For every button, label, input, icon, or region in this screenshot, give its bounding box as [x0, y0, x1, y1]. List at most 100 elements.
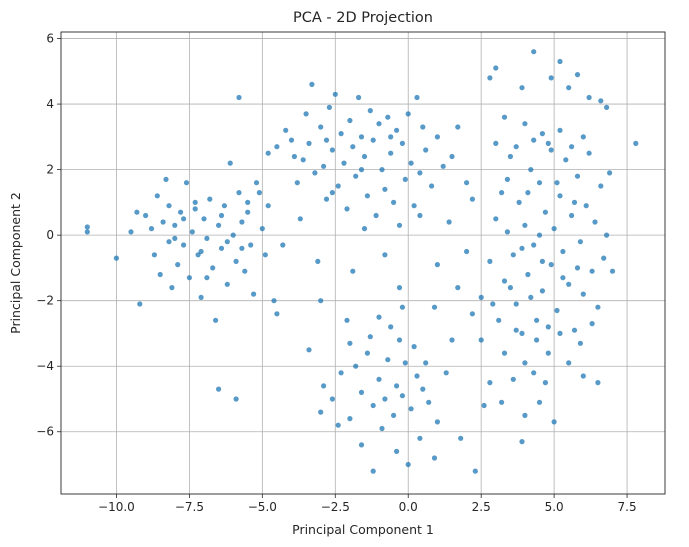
data-point [560, 275, 566, 281]
data-point [604, 232, 610, 238]
data-point [175, 262, 181, 268]
data-point [510, 376, 516, 382]
data-point [245, 209, 251, 215]
data-point [186, 275, 192, 281]
data-point [434, 262, 440, 268]
data-point [536, 232, 543, 238]
data-point [414, 373, 420, 379]
data-point [166, 203, 172, 209]
data-point [224, 281, 230, 287]
data-point [583, 203, 589, 209]
data-point [411, 203, 417, 209]
data-point [166, 239, 172, 245]
data-point [379, 425, 385, 432]
data-point [373, 212, 379, 219]
data-point [376, 314, 382, 320]
data-point [181, 216, 187, 222]
data-point [358, 389, 365, 395]
data-point [417, 212, 423, 219]
data-point [341, 160, 347, 166]
x-tick-label: 0.0 [399, 500, 418, 514]
data-point [601, 255, 607, 261]
data-point [519, 245, 525, 251]
data-point [113, 255, 119, 261]
data-point [399, 140, 405, 146]
data-point [633, 140, 639, 146]
y-tick-label: −4 [36, 359, 54, 373]
data-point [265, 150, 271, 156]
data-point [364, 193, 370, 199]
y-tick-label: 2 [46, 163, 54, 177]
data-point [183, 180, 190, 186]
data-point [434, 134, 440, 140]
data-point [571, 327, 578, 333]
data-point [367, 334, 373, 340]
data-point [382, 186, 388, 192]
x-tick-label: 7.5 [618, 500, 637, 514]
data-point [446, 219, 452, 225]
chart-title: PCA - 2D Projection [293, 10, 433, 26]
data-point [394, 448, 400, 454]
data-point [239, 245, 245, 251]
data-point [353, 173, 359, 179]
data-point [382, 252, 388, 258]
x-tick-label: 2.5 [472, 500, 491, 514]
data-point [239, 219, 245, 225]
data-point [259, 226, 265, 232]
data-point [548, 75, 554, 81]
data-point [323, 137, 330, 143]
data-point [426, 399, 432, 405]
data-point [356, 94, 362, 101]
data-point [347, 416, 353, 422]
data-point [288, 137, 295, 143]
data-point [592, 219, 598, 225]
data-point [233, 396, 239, 402]
data-point [297, 216, 303, 222]
data-point [394, 127, 400, 133]
data-point [236, 94, 242, 101]
data-point [370, 468, 376, 474]
data-point [344, 206, 350, 212]
data-point [487, 380, 493, 386]
data-point [192, 199, 198, 205]
data-point [283, 127, 289, 133]
data-point [423, 360, 429, 366]
data-point [539, 288, 546, 294]
data-point [329, 147, 335, 153]
data-point [172, 222, 178, 228]
data-point [510, 252, 516, 258]
data-point [423, 147, 429, 153]
data-point [604, 104, 610, 110]
data-point [224, 239, 230, 245]
data-point [248, 242, 254, 248]
data-point [280, 242, 286, 248]
data-point [151, 252, 157, 258]
data-point [195, 252, 201, 258]
data-point [534, 337, 540, 343]
data-point [598, 183, 604, 189]
data-point [569, 144, 575, 150]
data-point [551, 226, 557, 232]
data-point [318, 298, 324, 304]
data-point [496, 317, 502, 323]
data-point [534, 317, 540, 323]
data-point [519, 330, 525, 336]
data-point [429, 183, 435, 189]
data-point [216, 222, 222, 228]
data-point [598, 98, 604, 104]
data-point [557, 58, 563, 65]
data-point [154, 193, 160, 199]
data-point [189, 229, 195, 235]
data-point [528, 294, 534, 300]
data-point [595, 304, 601, 310]
data-point [394, 383, 400, 389]
data-point [522, 360, 528, 366]
data-point [361, 153, 368, 160]
data-point [464, 180, 470, 186]
data-point [539, 131, 546, 137]
data-point [361, 226, 368, 232]
data-point [204, 275, 210, 281]
data-point [181, 242, 187, 248]
data-point [332, 91, 338, 97]
data-point [531, 242, 537, 248]
